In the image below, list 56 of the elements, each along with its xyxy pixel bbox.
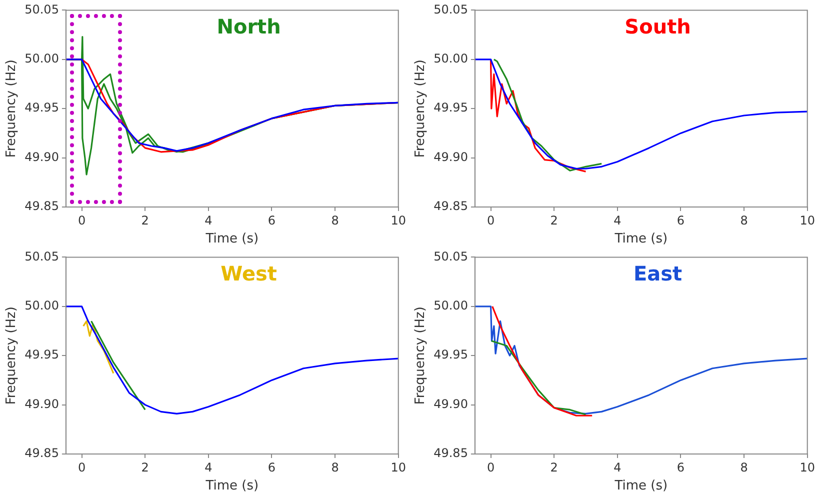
x-tick-label: 0 (78, 213, 86, 228)
x-tick-label: 8 (331, 213, 339, 228)
y-tick-label: 49.90 (24, 150, 59, 164)
y-tick-label: 49.95 (24, 100, 59, 115)
y-tick-label: 49.85 (24, 199, 59, 214)
y-tick-label: 49.90 (434, 396, 468, 411)
y-tick-label: 49.85 (434, 446, 468, 460)
y-tick-label: 50.00 (434, 52, 468, 66)
y-tick-label: 50.00 (434, 298, 468, 313)
y-tick-label: 49.95 (434, 100, 468, 115)
y-tick-label: 50.05 (434, 249, 468, 264)
chart-title: North (216, 14, 281, 38)
y-tick-label: 50.05 (24, 2, 59, 16)
x-tick-label: 10 (390, 460, 406, 474)
chart-title: East (633, 261, 683, 286)
y-axis-title: Frequency (Hz) (413, 60, 428, 158)
x-axis-title: Time (s) (614, 232, 668, 247)
y-axis-title: Frequency (Hz) (4, 60, 20, 158)
x-tick-label: 0 (486, 213, 495, 228)
x-tick-label: 6 (268, 460, 276, 474)
y-tick-label: 50.00 (24, 52, 59, 66)
x-tick-label: 6 (676, 213, 685, 228)
x-tick-label: 4 (614, 460, 622, 474)
x-tick-label: 4 (204, 213, 212, 228)
x-tick-label: 0 (486, 460, 495, 474)
y-axis-title: Frequency (Hz) (4, 306, 20, 405)
x-tick-label: 8 (740, 213, 748, 228)
y-axis-title: Frequency (Hz) (413, 306, 428, 405)
x-axis-title: Time (s) (614, 478, 668, 494)
x-tick-label: 10 (800, 213, 816, 228)
x-tick-label: 2 (550, 213, 558, 228)
chart-title: South (624, 14, 691, 38)
x-tick-label: 0 (78, 460, 86, 474)
x-tick-label: 10 (800, 460, 816, 474)
x-tick-label: 2 (141, 213, 149, 228)
x-tick-label: 2 (550, 460, 558, 474)
x-tick-label: 8 (740, 460, 748, 474)
y-tick-label: 49.85 (24, 446, 59, 460)
chart-title: West (220, 261, 278, 286)
y-tick-label: 49.95 (434, 348, 468, 362)
y-tick-label: 50.05 (434, 2, 468, 16)
y-tick-label: 50.05 (24, 249, 59, 264)
y-tick-label: 49.90 (24, 396, 59, 411)
x-tick-label: 6 (676, 460, 685, 474)
y-tick-label: 49.85 (434, 199, 468, 214)
x-tick-label: 8 (331, 460, 339, 474)
x-axis-title: Time (s) (204, 478, 259, 494)
x-tick-label: 6 (268, 213, 276, 228)
y-tick-label: 50.00 (24, 298, 59, 313)
x-tick-label: 2 (141, 460, 149, 474)
y-tick-label: 49.90 (434, 150, 468, 164)
x-tick-label: 4 (614, 213, 622, 228)
x-tick-label: 4 (204, 460, 212, 474)
y-tick-label: 49.95 (24, 348, 59, 362)
x-tick-label: 10 (390, 213, 406, 228)
x-axis-title: Time (s) (204, 232, 259, 247)
